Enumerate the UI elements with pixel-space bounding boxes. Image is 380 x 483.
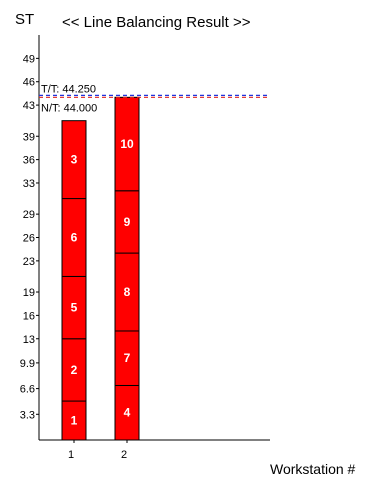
y-tick-label: 6.6 xyxy=(20,384,35,396)
task-label: 1 xyxy=(71,414,78,428)
y-tick-label: 13 xyxy=(23,334,35,346)
y-tick-label: 23 xyxy=(23,256,35,268)
y-ticks: 3.3 6.6 9.9 13 16 19 23 26 29 33 36 39 43 46 49 xyxy=(20,53,39,421)
task-segment xyxy=(61,338,87,402)
reference-line-label: N/T: 44.000 xyxy=(41,102,97,114)
task-segment xyxy=(61,120,87,200)
bars: 1 2 5 6 3 4 7 8 9 10 xyxy=(61,96,140,441)
task-label: 8 xyxy=(124,285,131,299)
x-tick-label: 2 xyxy=(121,449,127,461)
reference-line-label: T/T: 44.250 xyxy=(41,83,96,95)
task-segment xyxy=(114,252,140,332)
y-tick-label: 46 xyxy=(23,77,35,89)
task-label: 6 xyxy=(71,231,78,245)
y-tick-label: 26 xyxy=(23,233,35,245)
task-label: 9 xyxy=(124,215,131,229)
chart-title: << Line Balancing Result >> xyxy=(62,14,251,31)
reference-lines: T/T: 44.250 N/T: 44.000 xyxy=(39,83,270,114)
task-segment xyxy=(114,190,140,254)
y-tick-label: 29 xyxy=(23,209,35,221)
x-axis-label: Workstation # xyxy=(270,461,356,477)
task-segment xyxy=(61,198,87,277)
task-label: 5 xyxy=(71,301,78,315)
y-tick-label: 36 xyxy=(23,155,35,167)
task-label: 4 xyxy=(124,406,131,420)
y-tick-label: 33 xyxy=(23,178,35,190)
task-segment xyxy=(114,384,140,441)
y-tick-label: 49 xyxy=(23,53,35,65)
task-label: 3 xyxy=(71,153,78,167)
y-tick-label: 9.9 xyxy=(20,358,35,370)
y-tick-label: 19 xyxy=(23,287,35,299)
y-tick-label: 43 xyxy=(23,100,35,112)
y-tick-label: 16 xyxy=(23,310,35,322)
task-label: 2 xyxy=(71,363,78,377)
task-segment xyxy=(114,96,140,192)
y-tick-label: 39 xyxy=(23,131,35,143)
x-tick-label: 1 xyxy=(68,449,74,461)
task-label: 7 xyxy=(124,351,131,365)
task-label: 10 xyxy=(120,137,134,151)
y-tick-label: 3.3 xyxy=(20,409,35,421)
y-axis-label: ST xyxy=(15,11,34,28)
